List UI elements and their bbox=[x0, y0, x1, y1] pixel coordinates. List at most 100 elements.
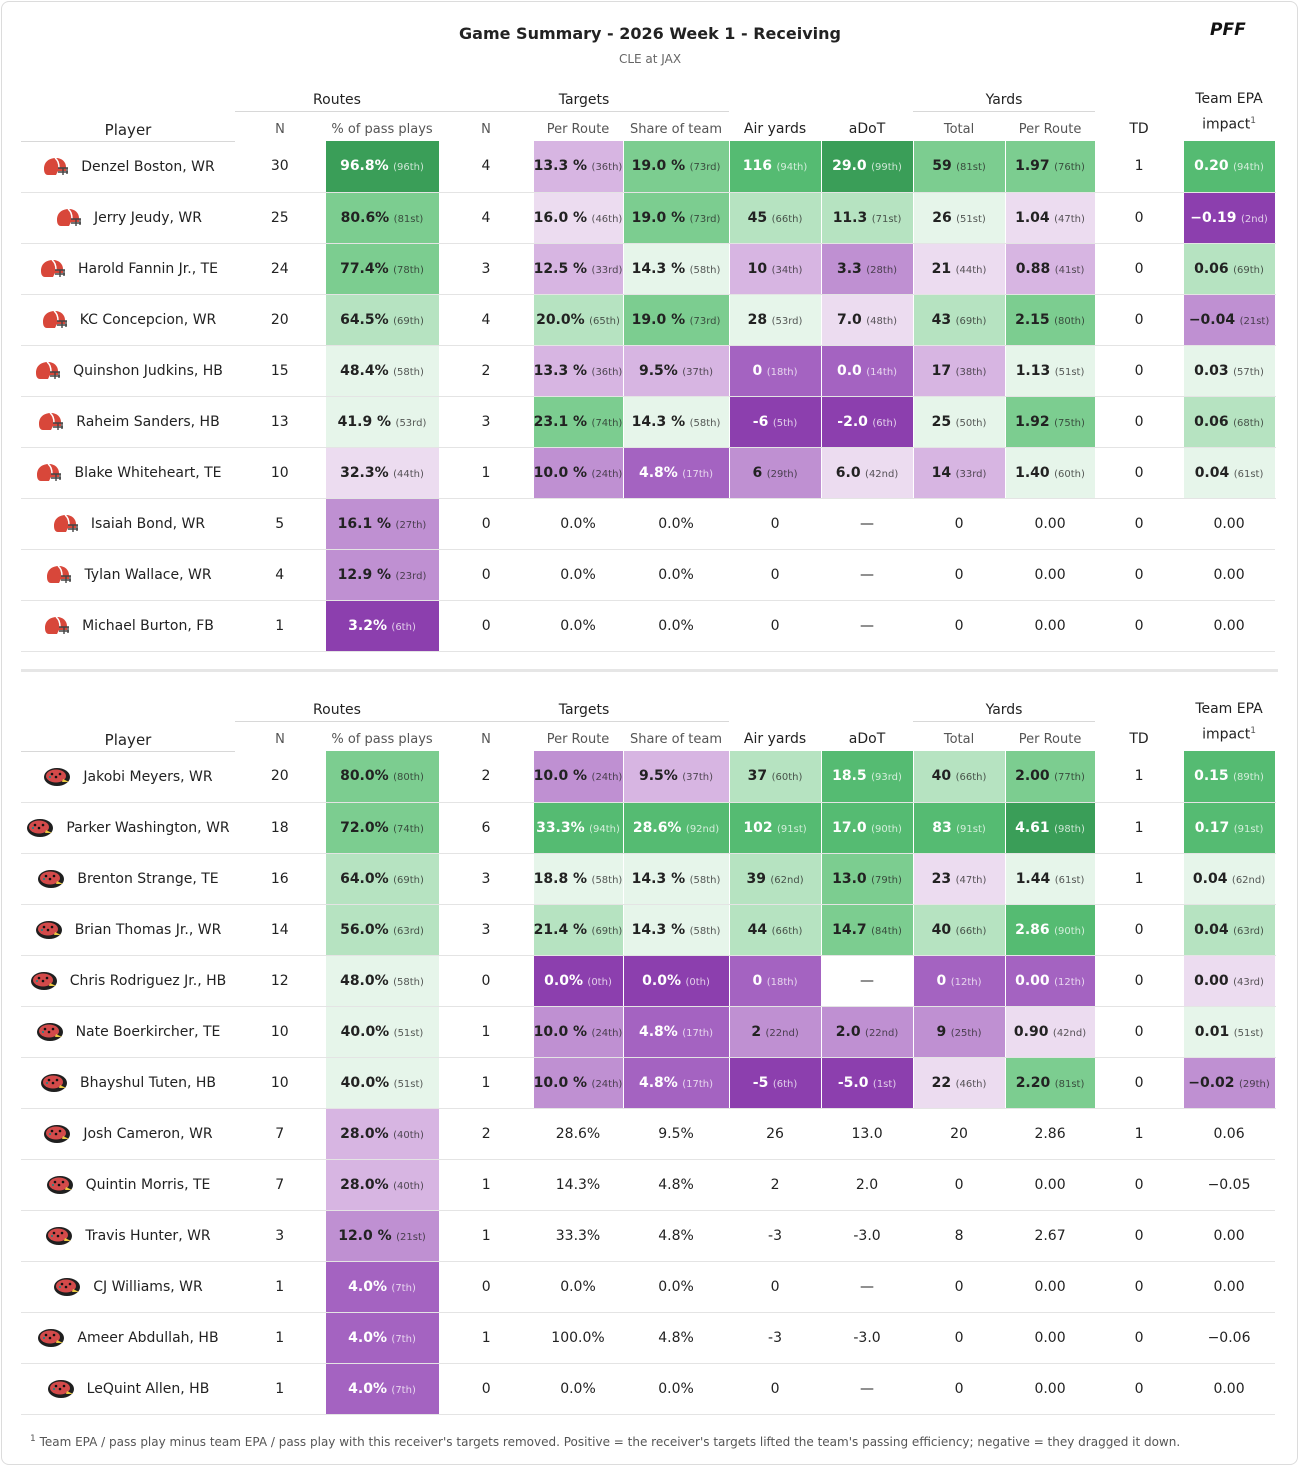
share-of-team-cell-value: 4.8% bbox=[638, 1023, 678, 1040]
targets-per-route-cell-rank: (24th) bbox=[591, 1078, 623, 1090]
player-cell: Brian Thomas Jr., WR bbox=[21, 904, 235, 956]
yards-per-route-cell-value: 1.92 bbox=[1015, 413, 1050, 430]
yards-total-cell-value: 21 bbox=[931, 260, 952, 277]
yards-total-cell-rank: (50th) bbox=[955, 417, 987, 429]
air-yards-cell-value: 0 bbox=[770, 515, 780, 532]
td-cell: 1 bbox=[1095, 853, 1184, 905]
td-cell: 0 bbox=[1095, 1363, 1184, 1415]
player-name: Brenton Strange, TE bbox=[77, 870, 219, 887]
team-epa-impact-cell-value: 0.00 bbox=[1213, 566, 1245, 583]
team-epa-impact-cell-rank: (69th) bbox=[1233, 264, 1264, 276]
share-of-team-cell: 14.3 % (58th) bbox=[622, 396, 730, 448]
header-spacer bbox=[21, 80, 235, 111]
yards-per-route-cell-value: 0.00 bbox=[1034, 566, 1066, 583]
routes-pct-cell-rank: (51st) bbox=[393, 1027, 424, 1039]
yards-total-cell-value: 9 bbox=[936, 1023, 947, 1040]
routes-pct-cell-rank: (6th) bbox=[391, 621, 416, 633]
air-yards-cell-rank: (66th) bbox=[771, 213, 803, 225]
header-pct-pass-plays: % of pass plays bbox=[331, 122, 433, 137]
share-of-team-cell: 9.5% bbox=[623, 1108, 730, 1160]
player-name: Jakobi Meyers, WR bbox=[83, 768, 213, 785]
jaguars-logo-icon bbox=[36, 1022, 63, 1041]
team-epa-impact-cell: 0.17 (91st) bbox=[1182, 802, 1276, 854]
player-cell: Parker Washington, WR bbox=[21, 802, 235, 854]
share-of-team-cell-value: 4.8% bbox=[638, 464, 678, 481]
header-yards-total: Total bbox=[943, 122, 975, 137]
adot-cell-value: 7.0 bbox=[837, 311, 862, 328]
yards-total-cell-value: 25 bbox=[931, 413, 952, 430]
routes-pct-cell-value: 28.0% bbox=[340, 1125, 389, 1142]
yards-total-cell-value: 0 bbox=[954, 1176, 964, 1193]
browns-helmet-icon bbox=[41, 258, 65, 277]
yards-per-route-cell: 4.61 (98th) bbox=[1004, 802, 1096, 854]
header-team-epa-impact: Team EPA impact1 bbox=[1183, 690, 1275, 751]
adot-cell: 6.0 (42nd) bbox=[820, 447, 914, 499]
group-header-routes: Routes bbox=[235, 80, 439, 112]
air-yards-cell-value: 116 bbox=[742, 158, 773, 175]
yards-per-route-cell: 1.04 (47th) bbox=[1004, 192, 1096, 244]
team-epa-impact-cell: 0.00 (43rd) bbox=[1182, 955, 1276, 1007]
routes-n-cell: 5 bbox=[235, 498, 325, 550]
routes-pct-cell-value: 28.0% bbox=[340, 1176, 389, 1193]
team-epa-impact-cell: 0.04 (61st) bbox=[1182, 447, 1276, 499]
targets-per-route-cell-rank: (36th) bbox=[591, 162, 623, 174]
routes-n-cell: 30 bbox=[235, 141, 325, 193]
player-name: Michael Burton, FB bbox=[82, 617, 214, 634]
table-row: Tylan Wallace, WR 4 12.9 % (23rd) 0 0.0% 0.0%… bbox=[21, 549, 1300, 601]
targets-per-route-cell-value: 0.0% bbox=[560, 1278, 596, 1295]
air-yards-cell: 0 bbox=[729, 549, 822, 601]
browns-helmet-icon bbox=[37, 462, 62, 481]
routes-pct-cell: 12.0 % (21st) bbox=[324, 1210, 440, 1262]
team-epa-impact-cell: −0.05 bbox=[1183, 1159, 1276, 1211]
header-td: TD bbox=[1129, 731, 1149, 747]
air-yards-cell-value: -6 bbox=[752, 413, 769, 430]
share-of-team-cell: 14.3 % (58th) bbox=[622, 243, 730, 295]
td-cell: 1 bbox=[1095, 802, 1184, 854]
targets-n-cell: 1 bbox=[439, 447, 533, 499]
player-cell: Isaiah Bond, WR bbox=[21, 498, 235, 550]
header-targets-per-route: Per Route bbox=[546, 732, 610, 747]
targets-per-route-cell-value: 16.0 % bbox=[533, 209, 588, 226]
targets-n-cell: 1 bbox=[439, 1159, 533, 1211]
table-row: Brian Thomas Jr., WR 14 56.0% (63rd) 3 21.4 … bbox=[21, 904, 1300, 956]
air-yards-cell: 6 (29th) bbox=[728, 447, 822, 499]
table-row: Quintin Morris, TE 7 28.0% (40th) 1 14.3% 4.8… bbox=[21, 1159, 1300, 1211]
adot-cell: — bbox=[821, 549, 914, 601]
targets-per-route-cell-rank: (24th) bbox=[591, 1027, 623, 1039]
share-of-team-cell-value: 0.0% bbox=[658, 515, 694, 532]
team-epa-impact-cell: 0.00 bbox=[1183, 1261, 1276, 1313]
routes-pct-cell-value: 48.0% bbox=[340, 972, 389, 989]
yards-total-cell: 17 (38th) bbox=[912, 345, 1006, 397]
team-epa-impact-cell-value: 0.04 bbox=[1194, 464, 1230, 481]
share-of-team-cell: 4.8% bbox=[623, 1312, 730, 1364]
yards-total-cell: 40 (66th) bbox=[912, 904, 1006, 956]
air-yards-cell-value: 0 bbox=[770, 617, 780, 634]
header-adot: aDoT bbox=[848, 731, 886, 747]
yards-per-route-cell-value: 0.00 bbox=[1034, 1329, 1066, 1346]
table-row: Parker Washington, WR 18 72.0% (74th) 6 33.3… bbox=[21, 802, 1300, 854]
team-epa-impact-cell-value: 0.00 bbox=[1213, 617, 1245, 634]
routes-pct-cell-rank: (58th) bbox=[393, 976, 424, 988]
adot-cell-value: 11.3 bbox=[832, 209, 868, 226]
air-yards-cell-value: 37 bbox=[747, 768, 768, 785]
header-team-epa-impact: Team EPA impact1 bbox=[1183, 80, 1275, 141]
header-td: TD bbox=[1129, 121, 1149, 137]
routes-n-cell: 14 bbox=[235, 904, 325, 956]
team-epa-impact-cell-value: 0.06 bbox=[1194, 413, 1229, 430]
routes-pct-cell-rank: (51st) bbox=[393, 1078, 424, 1090]
header-air-yards: Air yards bbox=[743, 121, 807, 137]
player-cell: Quintin Morris, TE bbox=[21, 1159, 235, 1211]
share-of-team-cell: 9.5% (37th) bbox=[622, 751, 730, 803]
adot-cell-value: 17.0 bbox=[832, 819, 867, 836]
air-yards-cell: 0 bbox=[729, 1363, 822, 1415]
targets-per-route-cell: 12.5 % (33rd) bbox=[532, 243, 624, 295]
yards-per-route-cell: 1.40 (60th) bbox=[1004, 447, 1096, 499]
yards-per-route-cell: 1.92 (75th) bbox=[1004, 396, 1096, 448]
browns-helmet-icon bbox=[42, 309, 67, 328]
page-title: Game Summary - 2026 Week 1 - Receiving bbox=[459, 24, 841, 43]
share-of-team-cell-value: 0.0% bbox=[658, 1380, 694, 1397]
routes-pct-cell-rank: (40th) bbox=[393, 1180, 424, 1192]
targets-per-route-cell-value: 13.3 % bbox=[533, 362, 588, 379]
routes-pct-cell-value: 64.0% bbox=[340, 870, 389, 887]
air-yards-cell-value: 6 bbox=[752, 464, 763, 481]
